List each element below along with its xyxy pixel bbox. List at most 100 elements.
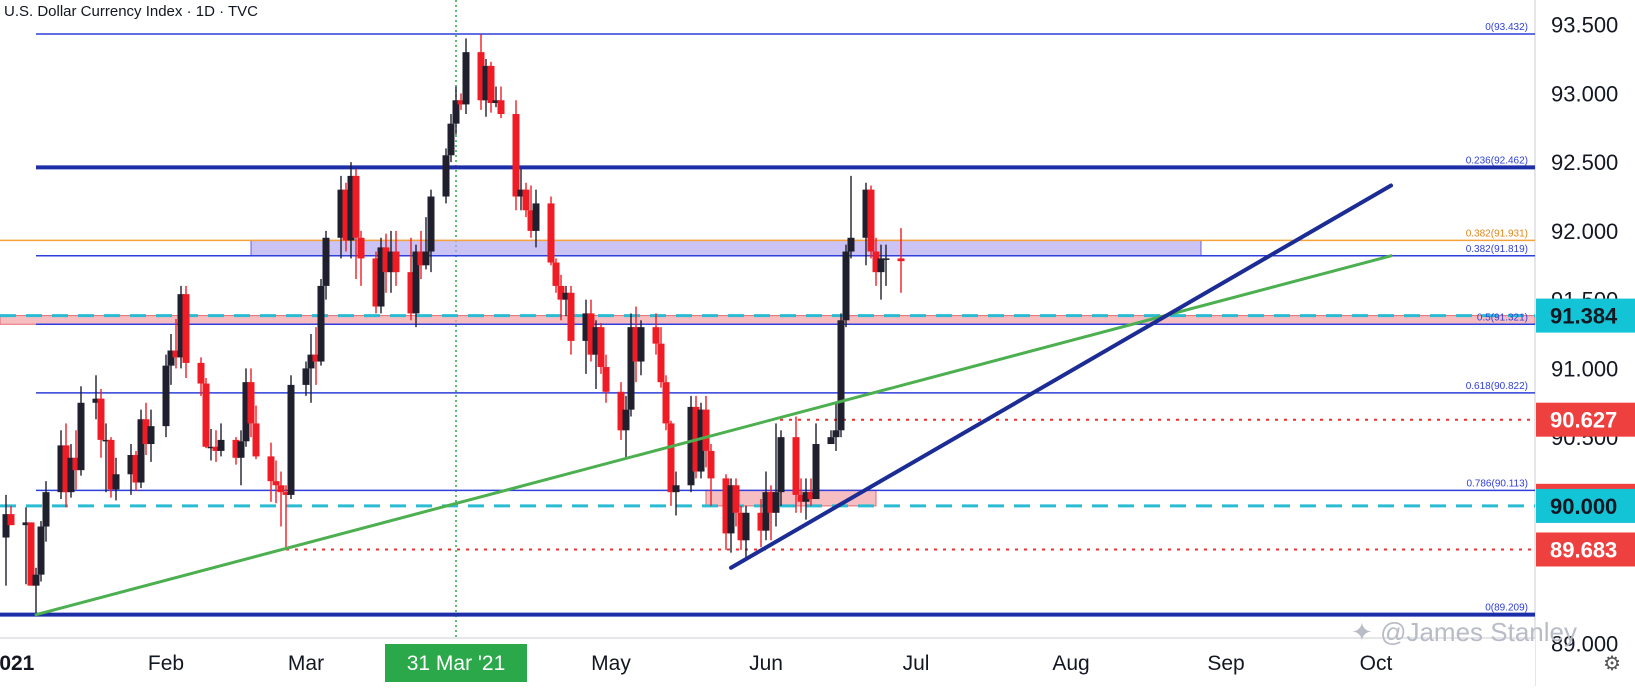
candle-body — [587, 313, 595, 355]
candle — [652, 313, 660, 355]
candle-body — [622, 409, 630, 431]
time-axis[interactable]: 2021 Feb Mar 31 Mar '21 May Jun Jul Aug Sep Oct — [0, 639, 1535, 687]
candle — [232, 437, 240, 465]
candle-body — [2, 514, 10, 538]
candle-body — [167, 350, 175, 366]
candle-body — [732, 485, 740, 513]
time-tick-label: Sep — [1207, 652, 1244, 675]
candle — [247, 368, 255, 438]
candle — [312, 327, 320, 385]
candle — [172, 318, 180, 369]
candle-body — [142, 419, 150, 445]
candle-body — [462, 52, 470, 105]
candle — [487, 61, 495, 113]
candle — [617, 382, 625, 440]
candle — [92, 375, 100, 420]
candle — [242, 368, 250, 447]
candle — [277, 471, 285, 527]
candle — [107, 437, 115, 498]
candle — [127, 444, 135, 495]
fib-level-label-7: 0(89.209) — [1485, 603, 1528, 614]
candle — [372, 251, 380, 314]
candle-body — [37, 526, 45, 575]
candle-body — [357, 237, 365, 259]
time-tick-label: Jun — [749, 652, 783, 675]
candle-body — [72, 457, 80, 471]
candle-body — [217, 439, 225, 451]
candle-body — [247, 382, 255, 424]
candle — [442, 148, 450, 204]
candle — [27, 522, 35, 586]
candle — [462, 38, 470, 115]
candle-body — [22, 522, 30, 526]
candle-body — [352, 175, 360, 238]
author-watermark: ✦ @James Stanley — [1351, 617, 1577, 648]
candle — [382, 233, 390, 293]
candle — [847, 175, 855, 259]
candle-body — [307, 354, 315, 369]
candle — [112, 457, 120, 501]
candle — [347, 162, 355, 259]
candle-body — [267, 456, 275, 482]
candle — [282, 485, 290, 550]
candle — [387, 230, 395, 293]
candle-body — [807, 492, 815, 500]
price-badge-label: 91.384 — [1550, 304, 1618, 329]
fib-level-label-2: 0.382(91.931) — [1466, 228, 1528, 239]
candle — [102, 423, 110, 493]
candle — [137, 409, 145, 489]
fib-level-label-6: 0.786(90.113) — [1466, 478, 1528, 489]
price-badge-box — [1536, 402, 1635, 437]
watermark-text: @James Stanley — [1380, 617, 1577, 647]
candle — [632, 306, 640, 383]
price-axis[interactable]: 93.50093.00092.50092.00091.50091.00090.5… — [1536, 0, 1635, 686]
price-axis-background — [1536, 0, 1635, 686]
fib-level-label-5: 0.618(90.822) — [1466, 381, 1528, 392]
candle — [527, 185, 535, 238]
candle-body — [707, 450, 715, 479]
candle-body — [242, 382, 250, 442]
candle — [832, 402, 840, 451]
candle — [522, 182, 530, 218]
candle-body — [667, 423, 675, 493]
candle — [707, 444, 715, 506]
twitter-bird-icon: ✦ — [1351, 617, 1373, 647]
candles-layer[interactable] — [2, 34, 905, 615]
candle — [587, 299, 595, 362]
candle-body — [777, 437, 785, 493]
candle — [532, 189, 540, 248]
candle — [77, 386, 85, 476]
candle — [702, 395, 710, 468]
price-badge: 90.000 — [1536, 488, 1635, 523]
candle-body — [522, 189, 530, 211]
candle — [737, 505, 745, 550]
candle — [427, 189, 435, 273]
candle — [212, 430, 220, 462]
fib-level-label-0: 0(93.432) — [1485, 22, 1528, 33]
candle-body — [897, 258, 905, 262]
candle — [512, 100, 520, 211]
candle — [567, 285, 575, 355]
candle-body — [517, 189, 525, 197]
candle-body — [407, 272, 415, 314]
candle-body — [532, 203, 540, 231]
candle — [547, 196, 555, 266]
candle-body — [427, 196, 435, 252]
gear-icon[interactable]: ⚙ — [1603, 653, 1621, 675]
candle-body — [547, 203, 555, 263]
candle — [237, 430, 245, 486]
candle-body — [687, 406, 695, 486]
candle-body — [392, 251, 400, 273]
candle — [862, 182, 870, 266]
trendlines-layer[interactable] — [34, 183, 1393, 617]
candle — [557, 274, 565, 321]
candle — [422, 217, 430, 270]
candle — [162, 354, 170, 438]
candle — [32, 567, 40, 615]
candle — [317, 279, 325, 366]
candle-body — [847, 237, 855, 252]
time-tick-label: Mar — [288, 652, 324, 675]
candle-body — [492, 100, 500, 104]
candle — [627, 313, 635, 417]
